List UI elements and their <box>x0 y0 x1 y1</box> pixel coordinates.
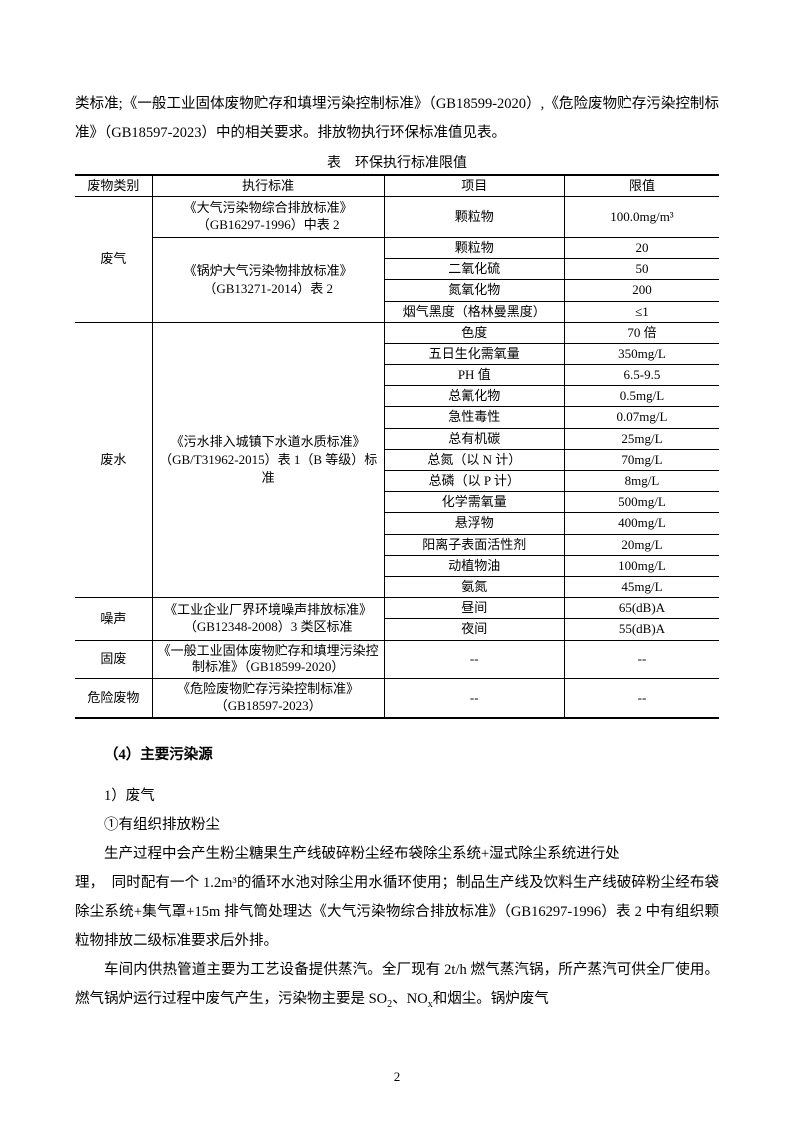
cell-limit: 70mg/L <box>564 449 719 470</box>
cell-standard: 《工业企业厂界环境噪声排放标准》（GB12348-2008）3 类区标准 <box>152 598 384 640</box>
cell-category: 废水 <box>75 322 152 597</box>
cell-limit: 350mg/L <box>564 343 719 364</box>
page-number: 2 <box>0 1069 794 1085</box>
cell-category: 危险废物 <box>75 679 152 718</box>
cell-item: 昼间 <box>384 598 564 619</box>
cell-limit: ≤1 <box>564 301 719 322</box>
cell-item: 烟气黑度（格林曼黑度） <box>384 301 564 322</box>
cell-standard: 《一般工业固体废物贮存和填埋污染控制标准》（GB18599-2020） <box>152 640 384 679</box>
para2-text: 和烟尘。锅炉废气 <box>433 991 549 1007</box>
cell-category: 固废 <box>75 640 152 679</box>
cell-limit: 55(dB)A <box>564 619 719 640</box>
cell-category: 废气 <box>75 197 152 323</box>
cell-item: 总氮（以 N 计） <box>384 449 564 470</box>
cell-item: 颗粒物 <box>384 197 564 238</box>
table-row: 《锅炉大气污染物排放标准》（GB13271-2014）表 2 颗粒物 20 <box>75 237 719 258</box>
cell-limit: 500mg/L <box>564 492 719 513</box>
cell-limit: 100mg/L <box>564 555 719 576</box>
cell-item: 氨氮 <box>384 576 564 597</box>
table-row: 固废 《一般工业固体废物贮存和填埋污染控制标准》（GB18599-2020） -… <box>75 640 719 679</box>
cell-item: 夜间 <box>384 619 564 640</box>
cell-item: -- <box>384 640 564 679</box>
table-caption: 表 环保执行标准限值 <box>75 152 719 172</box>
cell-standard: 《锅炉大气污染物排放标准》（GB13271-2014）表 2 <box>152 237 384 322</box>
cell-item: 总有机碳 <box>384 428 564 449</box>
cell-item: 二氧化硫 <box>384 259 564 280</box>
table-row: 废水 《污水排入城镇下水道水质标准》（GB/T31962-2015）表 1（B … <box>75 322 719 343</box>
section-heading: （4）主要污染源 <box>75 743 719 764</box>
body-paragraph-1a: 生产过程中会产生粉尘糖果生产线破碎粉尘经布袋除尘系统+湿式除尘系统进行处 <box>75 840 719 869</box>
header-standard: 执行标准 <box>152 175 384 197</box>
table-row: 危险废物 《危险废物贮存污染控制标准》（GB18597-2023） -- -- <box>75 679 719 718</box>
cell-item: 总磷（以 P 计） <box>384 471 564 492</box>
cell-item: 动植物油 <box>384 555 564 576</box>
standards-table: 废物类别 执行标准 项目 限值 废气 《大气污染物综合排放标准》（GB16297… <box>75 174 719 719</box>
table-row: 噪声 《工业企业厂界环境噪声排放标准》（GB12348-2008）3 类区标准 … <box>75 598 719 619</box>
cell-item: 颗粒物 <box>384 237 564 258</box>
cell-limit: 0.5mg/L <box>564 386 719 407</box>
cell-standard: 《危险废物贮存污染控制标准》（GB18597-2023） <box>152 679 384 718</box>
cell-limit: 50 <box>564 259 719 280</box>
para2-text: 、NO <box>392 991 427 1007</box>
sub-item-1: 1）废气 <box>75 782 719 811</box>
cell-category: 噪声 <box>75 598 152 640</box>
cell-item: 五日生化需氧量 <box>384 343 564 364</box>
cell-limit: 200 <box>564 280 719 301</box>
cell-limit: -- <box>564 640 719 679</box>
cell-item: -- <box>384 679 564 718</box>
cell-item: 氮氧化物 <box>384 280 564 301</box>
body-paragraph-2: 车间内供热管道主要为工艺设备提供蒸汽。全厂现有 2t/h 燃气蒸汽锅，所产蒸汽可… <box>75 956 719 1015</box>
cell-limit: 45mg/L <box>564 576 719 597</box>
cell-item: 悬浮物 <box>384 513 564 534</box>
cell-limit: 100.0mg/m³ <box>564 197 719 238</box>
cell-limit: 0.07mg/L <box>564 407 719 428</box>
cell-item: 总氰化物 <box>384 386 564 407</box>
table-header-row: 废物类别 执行标准 项目 限值 <box>75 175 719 197</box>
table-row: 废气 《大气污染物综合排放标准》（GB16297-1996）中表 2 颗粒物 1… <box>75 197 719 238</box>
sub-item-2: ①有组织排放粉尘 <box>75 811 719 840</box>
cell-limit: -- <box>564 679 719 718</box>
cell-limit: 8mg/L <box>564 471 719 492</box>
cell-item: 色度 <box>384 322 564 343</box>
cell-standard: 《污水排入城镇下水道水质标准》（GB/T31962-2015）表 1（B 等级）… <box>152 322 384 597</box>
cell-limit: 25mg/L <box>564 428 719 449</box>
cell-limit: 20 <box>564 237 719 258</box>
cell-item: PH 值 <box>384 365 564 386</box>
cell-item: 急性毒性 <box>384 407 564 428</box>
cell-standard: 《大气污染物综合排放标准》（GB16297-1996）中表 2 <box>152 197 384 238</box>
header-category: 废物类别 <box>75 175 152 197</box>
header-item: 项目 <box>384 175 564 197</box>
cell-limit: 400mg/L <box>564 513 719 534</box>
cell-limit: 6.5-9.5 <box>564 365 719 386</box>
cell-limit: 20mg/L <box>564 534 719 555</box>
cell-limit: 70 倍 <box>564 322 719 343</box>
body-paragraph-1b: 理， 同时配有一个 1.2m³的循环水池对除尘用水循环使用；制品生产线及饮料生产… <box>75 869 719 956</box>
cell-item: 阳离子表面活性剂 <box>384 534 564 555</box>
cell-limit: 65(dB)A <box>564 598 719 619</box>
intro-paragraph: 类标准;《一般工业固体废物贮存和填埋污染控制标准》（GB18599-2020）,… <box>75 90 719 148</box>
header-limit: 限值 <box>564 175 719 197</box>
cell-item: 化学需氧量 <box>384 492 564 513</box>
